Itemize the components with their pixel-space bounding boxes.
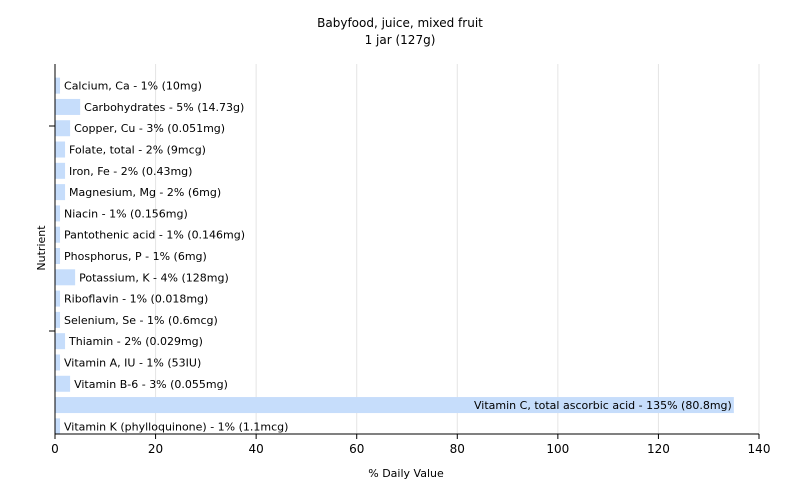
bar [55, 375, 71, 392]
bars [55, 77, 734, 435]
bar-label: Vitamin K (phylloquinone) - 1% (1.1mcg) [64, 420, 288, 433]
bar [55, 162, 66, 179]
chart-subtitle: 1 jar (127g) [365, 33, 436, 47]
bar [55, 397, 734, 414]
bar [55, 248, 61, 264]
bar-label: Selenium, Se - 1% (0.6mcg) [64, 314, 218, 327]
bar-label: Iron, Fe - 2% (0.43mg) [69, 165, 192, 178]
bar [55, 205, 61, 222]
axes [49, 64, 760, 439]
x-tick-label: 100 [546, 442, 569, 456]
gridlines [155, 64, 760, 434]
x-tick-label: 80 [450, 442, 465, 456]
bar-label: Thiamin - 2% (0.029mg) [68, 335, 203, 348]
bar [55, 77, 61, 94]
bar-label: Folate, total - 2% (9mcg) [69, 144, 206, 157]
x-tick-label: 0 [51, 442, 59, 456]
bar [55, 418, 61, 435]
bar-label: Vitamin C, total ascorbic acid - 135% (8… [474, 399, 732, 412]
bar-label: Calcium, Ca - 1% (10mg) [64, 80, 202, 93]
bar-label: Niacin - 1% (0.156mg) [64, 207, 188, 220]
x-axis-label: % Daily Value [368, 467, 444, 480]
bar [55, 226, 61, 243]
bar [55, 141, 66, 158]
x-tick-label: 60 [349, 442, 364, 456]
x-tick-label: 20 [148, 442, 163, 456]
x-tick-label: 140 [748, 442, 771, 456]
bar-label: Potassium, K - 4% (128mg) [79, 271, 229, 284]
bar [55, 269, 76, 286]
bar-label: Riboflavin - 1% (0.018mg) [64, 293, 208, 306]
bar [55, 98, 81, 115]
x-tick-label: 120 [647, 442, 670, 456]
x-tick-label: 40 [249, 442, 264, 456]
bar [55, 184, 66, 201]
bar-label: Magnesium, Mg - 2% (6mg) [69, 186, 221, 199]
bar-label: Vitamin B-6 - 3% (0.055mg) [74, 378, 228, 391]
bar [55, 311, 61, 328]
bar-labels: Calcium, Ca - 1% (10mg) Carbohydrates - 5… [64, 80, 732, 434]
x-tick-labels: 0 20 40 60 80 100 120 140 [51, 442, 770, 456]
bar-label: Phosphorus, P - 1% (6mg) [64, 250, 207, 263]
bar [55, 354, 61, 371]
chart-title: Babyfood, juice, mixed fruit [317, 16, 483, 30]
bar-label: Copper, Cu - 3% (0.051mg) [74, 122, 225, 135]
bar [55, 120, 71, 137]
bar-label: Vitamin A, IU - 1% (53IU) [64, 356, 201, 369]
bar [55, 333, 66, 350]
bar-label: Pantothenic acid - 1% (0.146mg) [64, 229, 245, 242]
bar-label: Carbohydrates - 5% (14.73g) [84, 101, 244, 114]
bar [55, 290, 61, 307]
y-axis-label: Nutrient [35, 225, 48, 271]
